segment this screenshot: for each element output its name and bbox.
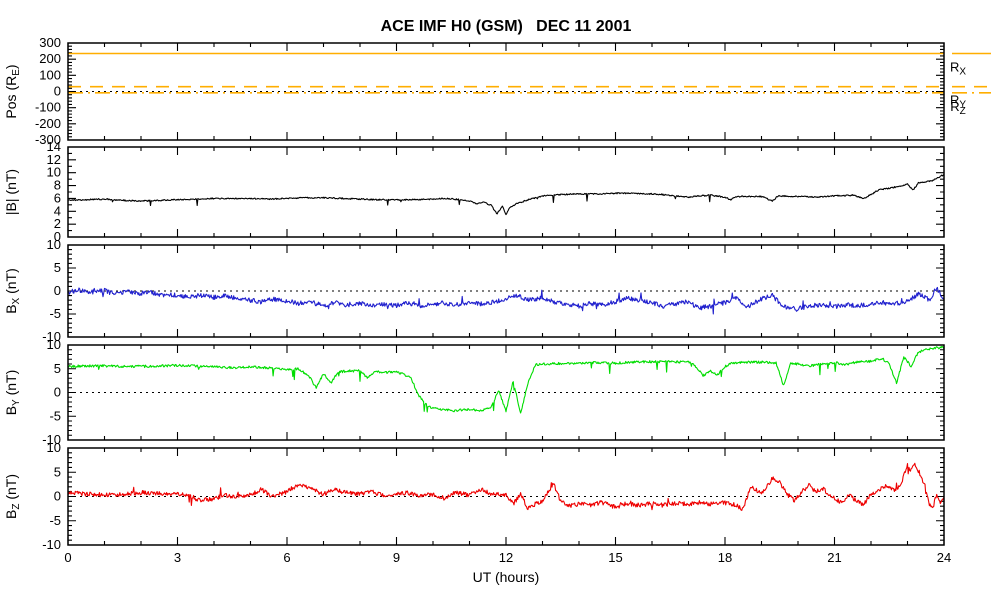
legend-label-R_X: RX bbox=[950, 60, 966, 78]
y-tick-label: 5 bbox=[54, 464, 61, 479]
chart-title: ACE IMF H0 (GSM) DEC 11 2001 bbox=[381, 18, 632, 35]
panel-border bbox=[67, 146, 945, 238]
y-tick-label: 6 bbox=[54, 190, 61, 205]
y-tick-label: 200 bbox=[39, 51, 61, 66]
y-tick-label: 0 bbox=[54, 283, 61, 298]
y-tick-label: 10 bbox=[47, 165, 61, 180]
trace-B_X bbox=[68, 286, 944, 315]
x-axis-label: UT (hours) bbox=[473, 569, 540, 585]
y-axis-label-bz: BZ (nT) bbox=[3, 474, 22, 519]
y-tick-label: 5 bbox=[54, 361, 61, 376]
y-tick-label: 10 bbox=[47, 337, 61, 352]
panel-border bbox=[67, 244, 945, 338]
y-tick-label: -5 bbox=[49, 513, 61, 528]
y-tick-label: -200 bbox=[35, 116, 61, 131]
x-axis-group: 0 3 6 9 12 15 18 21 24 bbox=[64, 550, 951, 565]
y-tick-label: 5 bbox=[54, 260, 61, 275]
panel-bx: 10 5 0 -5 -10 BX (nT) bbox=[3, 237, 945, 344]
y-tick-label: 4 bbox=[54, 203, 61, 218]
panel-border bbox=[67, 42, 945, 141]
panel-bz: 10 5 0 -5 -10 BZ (nT) bbox=[3, 440, 945, 552]
y-tick-label: 0 bbox=[54, 385, 61, 400]
y-axis-label-bmag: |B| (nT) bbox=[3, 169, 19, 215]
axis-ticks bbox=[67, 146, 945, 238]
y-tick-label: 10 bbox=[47, 440, 61, 455]
y-tick-label: -5 bbox=[49, 408, 61, 423]
y-tick-label: -100 bbox=[35, 100, 61, 115]
trace-B_Z bbox=[68, 462, 944, 511]
y-axis-label-position: Pos (RE) bbox=[3, 64, 22, 118]
y-tick-label: 2 bbox=[54, 216, 61, 231]
y-tick-label: 0 bbox=[54, 229, 61, 244]
y-tick-label: 300 bbox=[39, 35, 61, 50]
panel-border bbox=[67, 447, 945, 546]
x-tick-label: 15 bbox=[608, 550, 622, 565]
y-tick-label: 8 bbox=[54, 178, 61, 193]
trace-B_Y bbox=[68, 345, 944, 414]
x-tick-label: 0 bbox=[64, 550, 71, 565]
x-tick-label: 21 bbox=[827, 550, 841, 565]
y-tick-label: -10 bbox=[42, 329, 61, 344]
legend-label-R_Z: RZ bbox=[950, 99, 966, 117]
trace-|B| bbox=[68, 173, 944, 216]
y-tick-label: -10 bbox=[42, 432, 61, 447]
y-axis-label-bx: BX (nT) bbox=[3, 268, 22, 314]
y-tick-label: -300 bbox=[35, 132, 61, 147]
y-tick-label: 0 bbox=[54, 84, 61, 99]
legend-label-R_Y: RY bbox=[950, 93, 966, 111]
panel-by: 10 5 0 -5 -10 BY (nT) bbox=[3, 337, 945, 447]
y-tick-label: 12 bbox=[47, 152, 61, 167]
y-tick-label: 14 bbox=[47, 139, 61, 154]
y-tick-label: 100 bbox=[39, 67, 61, 82]
y-tick-label: 10 bbox=[47, 237, 61, 252]
x-tick-label: 3 bbox=[174, 550, 181, 565]
x-tick-label: 6 bbox=[283, 550, 290, 565]
x-tick-label: 12 bbox=[499, 550, 513, 565]
y-tick-label: 0 bbox=[54, 489, 61, 504]
panel-border bbox=[67, 344, 945, 441]
x-tick-label: 18 bbox=[718, 550, 732, 565]
y-tick-label: -10 bbox=[42, 537, 61, 552]
x-tick-label: 24 bbox=[937, 550, 951, 565]
y-tick-label: -5 bbox=[49, 306, 61, 321]
y-axis-label-by: BY (nT) bbox=[3, 370, 22, 416]
x-tick-label: 9 bbox=[393, 550, 400, 565]
